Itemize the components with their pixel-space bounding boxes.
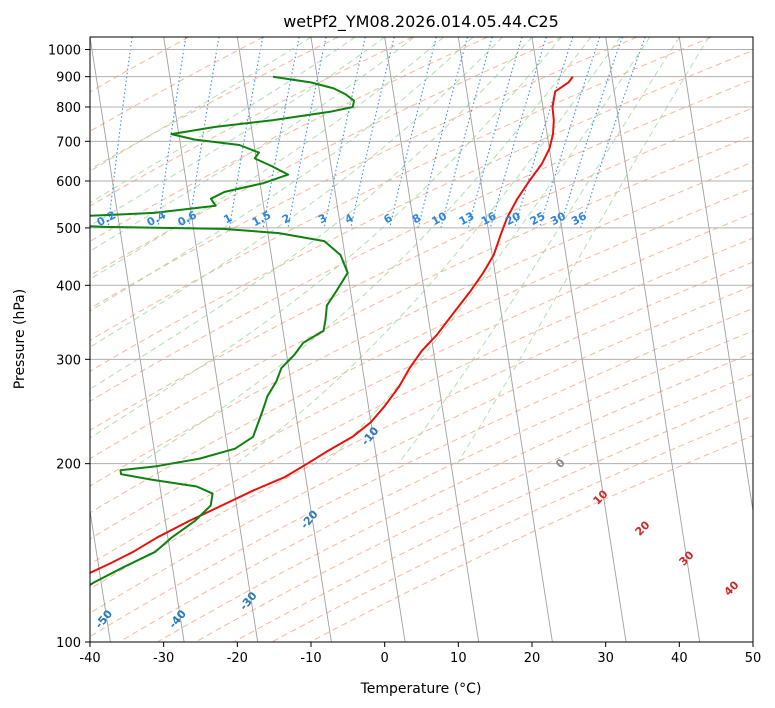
moist-adiabat [456, 37, 710, 464]
mixing-ratio-line [489, 37, 547, 229]
dry-adiabat [233, 394, 753, 642]
moist-adiabat [90, 37, 444, 280]
mixing-ratio-line [228, 37, 264, 228]
mixing-ratio-label: 30 [548, 209, 568, 228]
mixing-ratio-line [323, 37, 366, 229]
y-tick-label: 1000 [48, 44, 81, 59]
x-tick-label: -30 [153, 651, 174, 666]
y-tick-label: 500 [56, 222, 81, 237]
dry-adiabat [195, 373, 753, 642]
isotherm-line [163, 37, 259, 642]
moist-adiabat [90, 37, 312, 172]
moist-adiabat [90, 37, 503, 348]
dry-adiabat [90, 37, 712, 341]
x-tick-label: 40 [671, 651, 688, 666]
x-tick-label: 30 [597, 651, 614, 666]
x-tick-label: 10 [450, 651, 467, 666]
dry-adiabat [90, 261, 753, 590]
mixing-ratio-label: 16 [479, 209, 499, 228]
isotherm-line [605, 37, 701, 642]
chart-title: wetPf2_YM08.2026.014.05.44.C25 [283, 12, 559, 32]
isotherm-line [531, 37, 627, 642]
dewpoint-trace [90, 75, 355, 587]
y-tick-label: 100 [56, 636, 81, 651]
mixing-ratio-line [440, 37, 493, 229]
moist-adiabat [138, 37, 592, 465]
mixing-ratio-label: 13 [457, 209, 477, 228]
dry-adiabat [90, 37, 488, 242]
mixing-ratio-line [417, 37, 469, 229]
mixing-ratio-lines [107, 37, 646, 229]
moist-adiabats [90, 37, 710, 465]
temperature-trace [90, 76, 574, 575]
isotherm-line [678, 37, 753, 514]
skewed-isotherms [90, 37, 753, 642]
y-tick-label: 400 [56, 279, 81, 294]
moist-adiabat [235, 37, 621, 465]
mixing-ratio-line [580, 37, 646, 229]
dry-adiabat [90, 107, 753, 431]
moist-adiabat [90, 37, 415, 252]
mixing-ratio-line [287, 37, 327, 229]
mixing-ratio-label: 25 [528, 209, 548, 228]
mixing-ratio-line [188, 37, 220, 228]
mixing-ratio-label: 20 [503, 209, 523, 228]
isotherm-line [310, 37, 406, 642]
y-axis: 100 200 300 400 500 600 700 800 900 1000 [48, 44, 90, 651]
mixing-ratio-line [157, 37, 187, 228]
moist-adiabat [397, 37, 680, 465]
mixing-ratio-line [262, 37, 300, 228]
mixing-ratio-label: 36 [569, 209, 589, 228]
x-tick-label: 20 [524, 651, 541, 666]
dry-adiabat [157, 352, 753, 642]
y-tick-label: 700 [56, 135, 81, 150]
dry-adiabat [90, 37, 414, 207]
dry-adiabat [90, 134, 753, 460]
y-tick-label: 200 [56, 458, 81, 473]
plot-frame [89, 36, 754, 643]
dry-adiabat [90, 37, 638, 309]
isotherm-line [90, 507, 111, 642]
x-axis-title: Temperature (°C) [360, 681, 482, 697]
mixing-ratio-line [538, 37, 601, 229]
mixing-ratio-line [514, 37, 574, 229]
y-tick-label: 800 [56, 101, 81, 116]
x-tick-label: -10 [300, 651, 321, 666]
dry-adiabat [309, 434, 753, 642]
dry-adiabat [90, 49, 753, 372]
moist-adiabat [324, 37, 651, 465]
isotherm-line [457, 37, 553, 642]
mixing-ratio-line [389, 37, 437, 229]
isotherm-line [236, 37, 332, 642]
x-tick-label: 50 [745, 651, 762, 666]
dry-adiabats [90, 37, 753, 642]
moist-adiabat [90, 37, 385, 227]
dry-adiabat [90, 307, 753, 638]
y-tick-label: 300 [56, 353, 81, 368]
x-axis: -40 -30 -20 -10 0 10 20 30 40 50 [79, 642, 761, 666]
y-axis-title: Pressure (hPa) [12, 289, 28, 389]
moist-adiabat [90, 37, 533, 390]
dry-adiabat [90, 285, 753, 614]
y-tick-label: 900 [56, 71, 81, 86]
mixing-ratio-line [350, 37, 395, 229]
dry-adiabat [119, 330, 753, 642]
dry-adiabat [271, 414, 753, 642]
mixing-ratio-line [107, 37, 133, 228]
sounding-traces [90, 75, 574, 587]
x-tick-label: -20 [227, 651, 248, 666]
mixing-ratio-line [467, 37, 523, 229]
mixing-ratio-line [559, 37, 623, 229]
x-tick-label: 0 [381, 651, 389, 666]
mixing-ratio-label: 10 [429, 209, 449, 228]
moist-adiabat [90, 37, 356, 204]
y-tick-label: 600 [56, 175, 81, 190]
moist-adiabat [90, 37, 474, 312]
x-tick-label: -40 [79, 651, 100, 666]
